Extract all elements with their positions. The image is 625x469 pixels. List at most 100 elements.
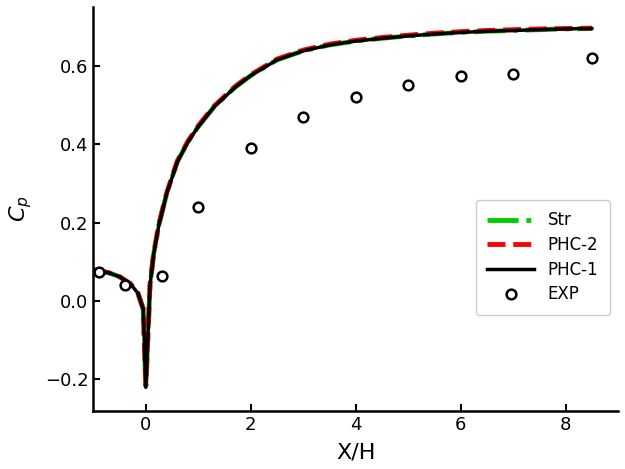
EXP xyxy=(158,273,165,279)
Str xyxy=(352,38,359,44)
Str xyxy=(326,42,333,48)
Str xyxy=(126,280,134,286)
PHC-1 xyxy=(89,267,97,272)
Str xyxy=(509,28,517,33)
Str xyxy=(378,36,386,41)
PHC-1 xyxy=(146,282,154,288)
Line: PHC-2: PHC-2 xyxy=(93,28,592,386)
PHC-1 xyxy=(404,33,412,39)
Str xyxy=(562,26,569,32)
EXP xyxy=(299,114,307,120)
PHC-1 xyxy=(273,57,281,63)
PHC-1 xyxy=(562,26,569,32)
PHC-2 xyxy=(509,27,517,32)
PHC-1 xyxy=(184,139,191,145)
PHC-2 xyxy=(89,267,97,272)
Str xyxy=(231,84,239,90)
Str xyxy=(536,27,543,32)
PHC-1 xyxy=(194,124,202,129)
PHC-1 xyxy=(163,190,171,196)
PHC-2 xyxy=(146,282,154,287)
PHC-2 xyxy=(457,29,464,34)
PHC-1 xyxy=(352,38,359,44)
Str xyxy=(431,31,438,37)
PHC-1 xyxy=(126,280,134,286)
PHC-2 xyxy=(184,139,191,144)
EXP xyxy=(95,269,102,274)
PHC-2 xyxy=(163,189,171,195)
Y-axis label: $C_p$: $C_p$ xyxy=(7,196,34,222)
Str xyxy=(174,159,181,165)
Str xyxy=(116,274,123,280)
PHC-1 xyxy=(509,28,517,33)
PHC-2 xyxy=(150,250,158,256)
PHC-2 xyxy=(483,28,491,33)
PHC-2 xyxy=(536,26,543,32)
Str xyxy=(146,282,154,288)
EXP xyxy=(247,145,254,151)
PHC-1 xyxy=(536,27,543,32)
Line: PHC-1: PHC-1 xyxy=(93,29,592,387)
PHC-1 xyxy=(299,48,307,53)
Str xyxy=(184,139,191,145)
PHC-2 xyxy=(378,35,386,40)
PHC-2 xyxy=(139,306,147,312)
PHC-2 xyxy=(588,25,596,31)
PHC-2 xyxy=(106,270,113,276)
PHC-1 xyxy=(483,29,491,34)
PHC-1 xyxy=(457,30,464,35)
EXP xyxy=(121,282,129,288)
Str xyxy=(483,29,491,34)
PHC-2 xyxy=(273,56,281,62)
EXP xyxy=(457,73,464,78)
PHC-2 xyxy=(326,41,333,47)
PHC-1 xyxy=(139,306,147,312)
PHC-2 xyxy=(210,103,217,109)
PHC-2 xyxy=(126,280,134,286)
Str xyxy=(457,30,464,35)
Str xyxy=(404,33,412,39)
EXP xyxy=(352,94,359,100)
Str xyxy=(150,251,158,257)
PHC-1 xyxy=(247,73,254,78)
PHC-2 xyxy=(247,72,254,77)
PHC-2 xyxy=(174,158,181,164)
Str xyxy=(210,104,217,110)
Str xyxy=(106,270,113,276)
Str xyxy=(194,124,202,129)
PHC-2 xyxy=(299,47,307,53)
Str xyxy=(247,73,254,78)
PHC-1 xyxy=(231,84,239,90)
PHC-1 xyxy=(588,26,596,31)
EXP xyxy=(588,55,596,61)
PHC-2 xyxy=(352,38,359,43)
PHC-1 xyxy=(116,274,123,280)
Str xyxy=(134,290,142,296)
PHC-2 xyxy=(562,26,569,31)
PHC-1 xyxy=(134,290,142,296)
EXP xyxy=(404,83,412,88)
Str xyxy=(299,48,307,53)
PHC-2 xyxy=(142,383,149,388)
EXP xyxy=(509,71,517,76)
Str xyxy=(89,267,97,272)
Str xyxy=(588,26,596,31)
PHC-2 xyxy=(431,30,438,36)
Str xyxy=(273,57,281,63)
Str xyxy=(155,222,162,227)
Legend: Str, PHC-2, PHC-1, EXP: Str, PHC-2, PHC-1, EXP xyxy=(476,200,610,315)
PHC-1 xyxy=(174,159,181,165)
EXP xyxy=(194,204,202,210)
PHC-2 xyxy=(194,123,202,129)
PHC-1 xyxy=(378,36,386,41)
Str xyxy=(163,190,171,196)
PHC-1 xyxy=(210,104,217,110)
PHC-2 xyxy=(231,84,239,90)
PHC-2 xyxy=(404,32,412,38)
PHC-1 xyxy=(106,270,113,276)
X-axis label: X/H: X/H xyxy=(336,442,376,462)
PHC-2 xyxy=(134,290,142,296)
PHC-1 xyxy=(142,385,149,390)
PHC-1 xyxy=(326,42,333,48)
PHC-2 xyxy=(155,221,162,227)
